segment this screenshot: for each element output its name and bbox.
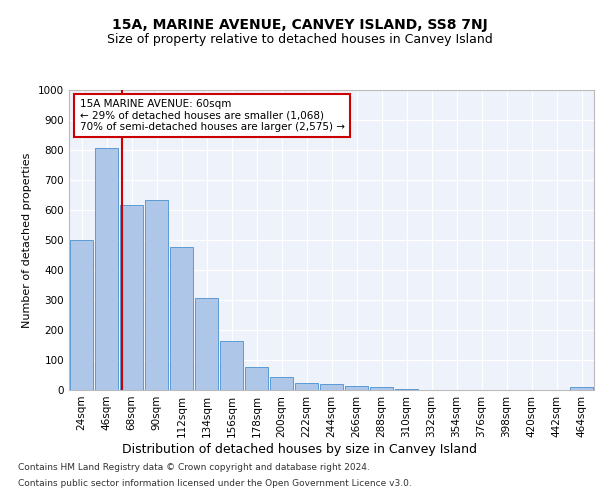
Bar xyxy=(195,298,218,390)
Text: Contains public sector information licensed under the Open Government Licence v3: Contains public sector information licen… xyxy=(18,478,412,488)
Bar xyxy=(270,376,293,390)
Y-axis label: Number of detached properties: Number of detached properties xyxy=(22,152,32,328)
Bar xyxy=(570,387,593,390)
Bar xyxy=(70,240,93,390)
Bar xyxy=(320,384,343,390)
Bar xyxy=(295,383,318,390)
Text: Contains HM Land Registry data © Crown copyright and database right 2024.: Contains HM Land Registry data © Crown c… xyxy=(18,464,370,472)
Bar xyxy=(220,341,243,390)
Bar xyxy=(95,148,118,390)
Bar xyxy=(170,247,193,390)
Bar xyxy=(145,200,168,390)
Bar xyxy=(395,388,418,390)
Text: Size of property relative to detached houses in Canvey Island: Size of property relative to detached ho… xyxy=(107,32,493,46)
Bar xyxy=(245,366,268,390)
Text: Distribution of detached houses by size in Canvey Island: Distribution of detached houses by size … xyxy=(122,442,478,456)
Bar xyxy=(370,387,393,390)
Text: 15A, MARINE AVENUE, CANVEY ISLAND, SS8 7NJ: 15A, MARINE AVENUE, CANVEY ISLAND, SS8 7… xyxy=(112,18,488,32)
Bar xyxy=(345,386,368,390)
Text: 15A MARINE AVENUE: 60sqm
← 29% of detached houses are smaller (1,068)
70% of sem: 15A MARINE AVENUE: 60sqm ← 29% of detach… xyxy=(79,99,344,132)
Bar xyxy=(120,204,143,390)
